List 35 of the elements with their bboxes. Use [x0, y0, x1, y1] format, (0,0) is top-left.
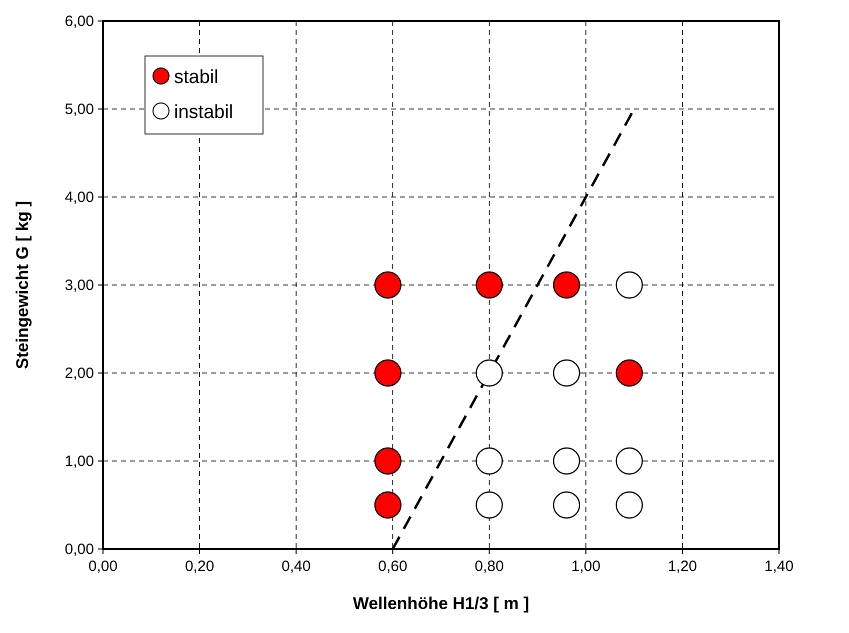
point	[476, 447, 503, 475]
point	[616, 359, 643, 387]
point	[552, 271, 580, 299]
x-axis-title: Wellenhöhe H1/3 [ m ]	[352, 594, 530, 613]
point	[374, 271, 402, 299]
y-tick-label: 2,00	[64, 365, 94, 382]
x-tick-label: 0,60	[378, 558, 408, 575]
y-tick-label: 1,00	[64, 453, 94, 470]
y-tick-label: 6,00	[64, 13, 94, 30]
legend-label: stabil	[174, 67, 218, 88]
point	[476, 491, 503, 519]
point	[616, 447, 643, 475]
x-tick-label: 0,00	[88, 558, 118, 575]
point	[476, 271, 503, 299]
point	[476, 359, 503, 387]
y-tick-label: 5,00	[64, 101, 94, 118]
y-axis-title: Steingewicht G [ kg ]	[13, 200, 32, 370]
point	[616, 271, 643, 299]
point	[374, 447, 402, 475]
y-tick-label: 3,00	[64, 277, 94, 294]
x-tick-label: 1,20	[668, 558, 698, 575]
y-tick-label: 0,00	[64, 541, 94, 558]
legend-label: instabil	[174, 102, 234, 123]
point	[374, 359, 402, 387]
x-tick-label: 1,00	[571, 558, 600, 575]
x-tick-label: 0,20	[184, 558, 214, 575]
point	[552, 359, 580, 387]
x-tick-label: 1,40	[764, 558, 794, 575]
point	[616, 491, 643, 519]
point	[552, 491, 580, 519]
x-tick-label: 0,40	[282, 558, 311, 575]
x-tick-label: 0,80	[474, 558, 504, 575]
point	[374, 491, 402, 519]
y-tick-label: 4,00	[64, 189, 94, 206]
point	[552, 447, 580, 475]
